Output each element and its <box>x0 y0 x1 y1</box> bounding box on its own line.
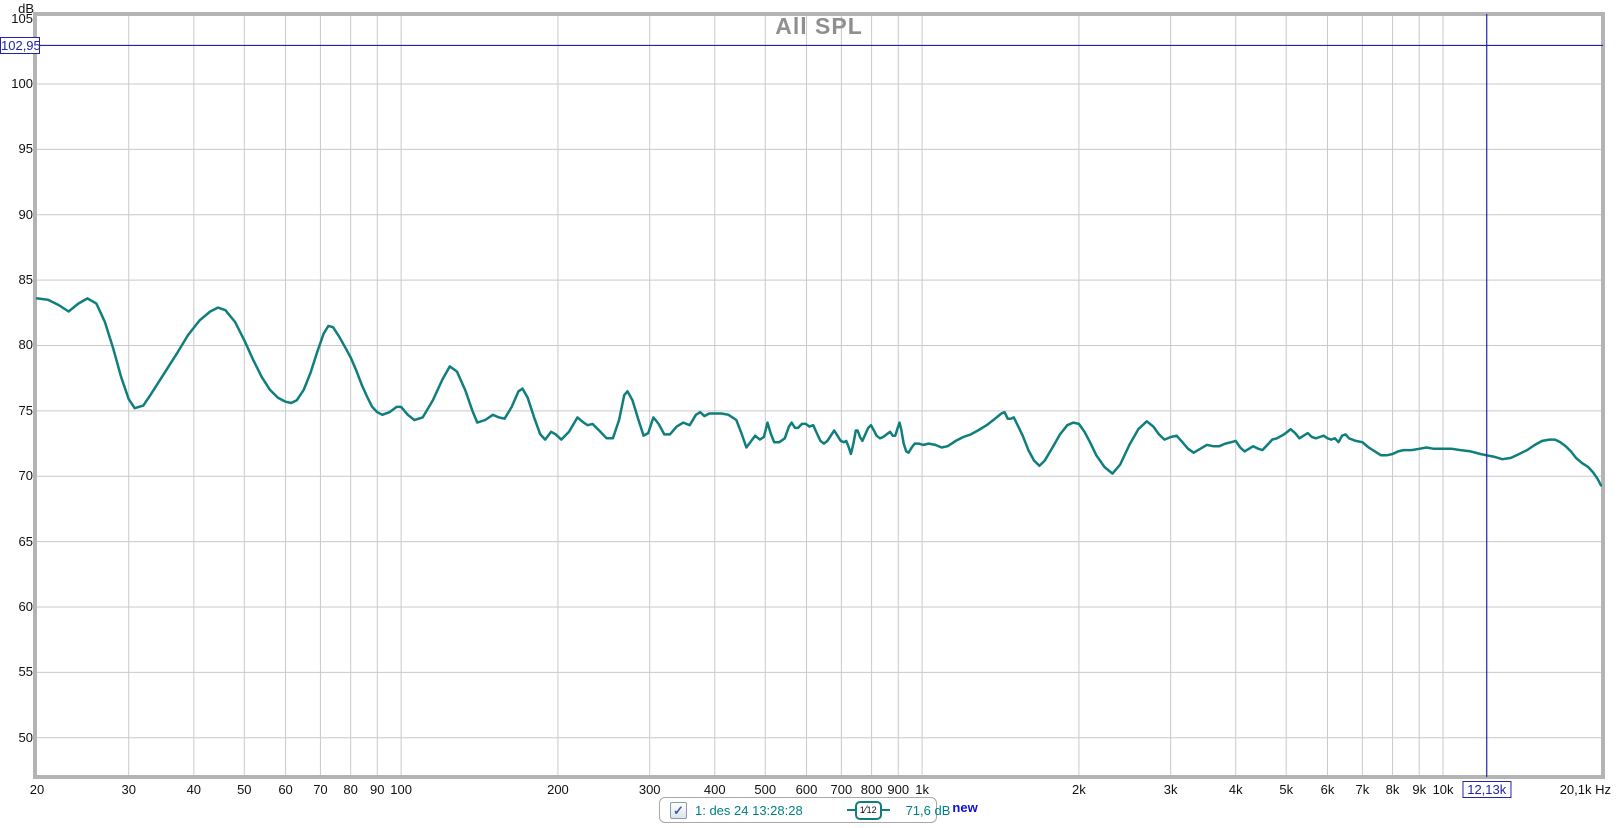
vertical-cursor-value[interactable]: 12,13k <box>1462 781 1512 798</box>
y-tick-label: 85 <box>18 272 33 288</box>
x-tick-label: 700 <box>830 782 853 797</box>
x-tick-label: 50 <box>237 782 252 797</box>
chart-title: All SPL <box>775 13 863 39</box>
cursor-level-readout: 71,6 dB <box>905 802 951 818</box>
smoothing-slash: ⁄ <box>864 803 867 816</box>
x-tick-label: 800 <box>860 782 883 797</box>
x-tick-label: 4k <box>1228 782 1243 797</box>
y-tick-label: 65 <box>18 533 33 549</box>
x-tick-label: 70 <box>313 782 328 797</box>
x-tick-label: 80 <box>343 782 358 797</box>
trace-line-dash-left <box>846 809 855 811</box>
x-tick-label: 900 <box>887 782 910 797</box>
x-tick-label: 60 <box>278 782 293 797</box>
x-tick-label: 400 <box>703 782 726 797</box>
y-axis-unit-label: dB <box>18 1 34 16</box>
smoothing-fraction: 1 ⁄ 12 <box>854 800 882 820</box>
measurement-name[interactable]: 1: des 24 13:28:28 <box>695 802 803 818</box>
x-tick-label: 3k <box>1163 782 1178 797</box>
smoothing-numerator: 1 <box>859 804 865 815</box>
x-tick-label: 100 <box>390 782 412 797</box>
x-tick-label: 40 <box>186 782 202 797</box>
y-tick-label: 105 <box>11 10 33 26</box>
x-tick-label: 20,1k Hz <box>1559 782 1611 797</box>
smoothing-badge[interactable]: 1 ⁄ 12 <box>846 800 890 820</box>
x-tick-label: 30 <box>121 782 136 797</box>
y-tick-label: 95 <box>18 141 33 157</box>
x-tick-label: 2k <box>1072 782 1086 797</box>
x-tick-label: 9k <box>1412 782 1427 797</box>
trace-line-dash-right <box>881 809 890 811</box>
y-tick-label: 75 <box>18 402 33 418</box>
x-tick-label: 7k <box>1355 782 1370 797</box>
y-tick-label: 70 <box>18 468 33 484</box>
measurement-visibility-checkbox[interactable]: ✓ <box>670 801 687 819</box>
horizontal-cursor-value[interactable]: 102,95 <box>0 37 41 55</box>
y-tick-label: 50 <box>18 729 33 745</box>
y-tick-label: 60 <box>18 598 33 614</box>
x-tick-label: 6k <box>1320 782 1335 797</box>
x-tick-label: 500 <box>754 782 777 797</box>
x-tick-label: 1k <box>915 782 929 797</box>
x-tick-label: 8k <box>1385 782 1400 797</box>
spl-trace <box>35 297 1603 487</box>
y-tick-label: 90 <box>18 206 33 222</box>
x-tick-label: 600 <box>795 782 818 797</box>
y-tick-label: 55 <box>18 664 33 680</box>
y-tick-label: 80 <box>18 337 33 353</box>
smoothing-denominator: 12 <box>866 804 877 815</box>
new-badge: new <box>952 799 978 815</box>
x-tick-label: 10k <box>1432 782 1454 797</box>
y-tick-label: 100 <box>11 75 33 91</box>
x-tick-label: 20 <box>29 782 45 797</box>
x-tick-label: 90 <box>370 782 385 797</box>
plot-frame <box>33 12 1605 779</box>
x-tick-label: 5k <box>1279 782 1294 797</box>
x-tick-label: 200 <box>547 782 569 797</box>
x-tick-label: 300 <box>638 782 661 797</box>
measurement-legend: ✓ 1: des 24 13:28:28 1 ⁄ 12 71,6 dB new <box>659 797 978 823</box>
